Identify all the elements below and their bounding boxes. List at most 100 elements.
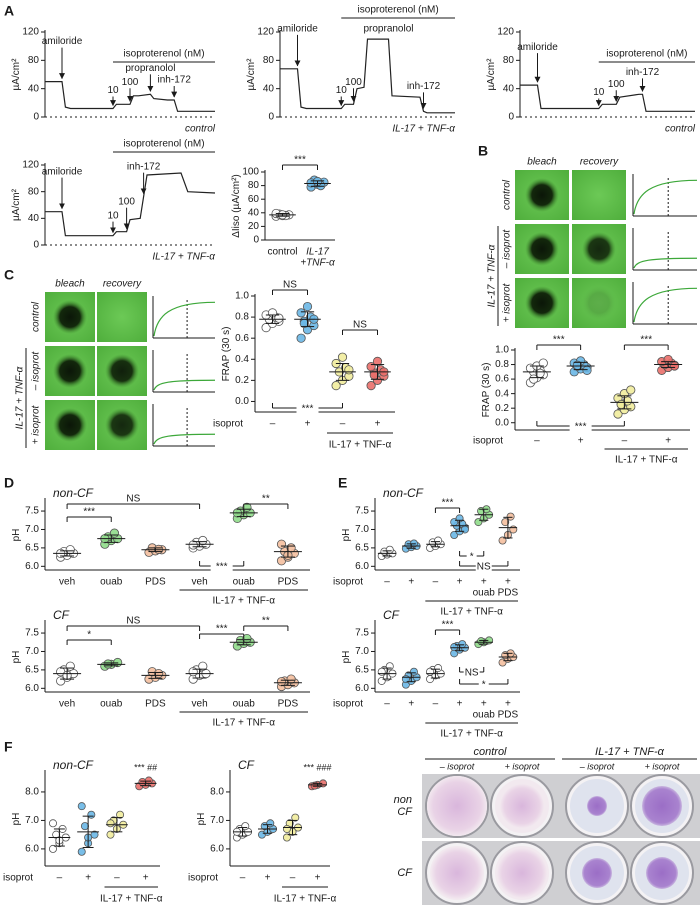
mucus-stain [587,796,607,816]
row-label: – isoprot [502,229,513,270]
current-trace [280,38,455,114]
row-label: non [394,794,412,806]
x-tick-label: + [578,436,584,447]
data-point [138,777,147,786]
bleach-spot [53,408,87,442]
row-label: isoprot [213,419,243,430]
data-point [331,381,341,391]
significance: NS [126,494,140,505]
x-tick-label: ouab [100,699,123,710]
significance: NS [477,562,491,573]
sig-label-bg [466,551,477,561]
bleach-spot [582,286,616,320]
micrograph [572,170,626,220]
treatment-label: isoproterenol (nM) [123,49,204,60]
x-tick-label: + [315,873,321,884]
data-point [498,536,507,545]
data-point [282,833,291,842]
bleach-spot [53,300,87,334]
x-tick-label: + [481,699,487,710]
data-point [377,667,386,676]
annotation: amiloride [277,23,318,34]
y-tick-label: 8.0 [210,787,224,798]
y-tick-label: 0.0 [495,417,509,428]
data-point [291,813,300,822]
x-sublabel: ouab [473,710,496,721]
data-point [538,358,548,368]
y-tick-label: 6.0 [25,561,39,572]
annotation: inh-172 [127,161,161,172]
row-label: control [31,301,42,332]
y-tick-label: 0.4 [235,354,249,365]
y-axis-label: FRAP (30 s) [481,363,492,418]
x-tick-label: + [481,577,487,588]
data-point [296,333,306,343]
micrograph [97,292,147,342]
panel-label: E [338,475,347,491]
y-tick-label: 7.5 [355,628,369,639]
data-point [337,352,348,362]
y-tick-label: 6.5 [355,543,369,554]
data-point [198,535,208,546]
x-tick-label: + [305,419,311,430]
data-point [144,776,153,785]
sig-label-bg [296,403,319,413]
data-point [669,361,680,371]
y-tick-label: 0.6 [235,333,249,344]
x-tick-label: ouab [233,577,256,588]
column-group: IL-17 + TNF-α [595,746,665,758]
recovery-curve [153,379,216,391]
recovery-curve [153,301,216,337]
data-point [450,531,459,540]
y-axis-label: pH [341,529,352,542]
bleach-spot [105,354,139,388]
current-trace [520,84,695,112]
data-point [276,539,287,549]
group-label: IL-17 + TNF-α [274,894,337,905]
data-point [501,518,510,527]
y-axis-label: FRAP (30 s) [221,327,232,382]
x-tick-label: – [433,699,439,710]
x-tick-label: veh [59,699,75,710]
x-tick-label: PDS [278,577,299,588]
x-tick-label: PDS [145,699,166,710]
annotation: amiloride [42,36,83,47]
y-axis-label: pH [11,529,22,542]
annotation: 10 [107,85,119,96]
mucus-stain [497,848,547,898]
y-tick-label: 80 [248,180,260,191]
significance: *** [302,404,314,415]
panel-label: A [4,3,14,19]
y-tick-label: 6.0 [355,561,369,572]
row-label: + isoprot [31,404,42,444]
group-label: IL-17 + TNF-α [15,366,26,429]
row-label: CF [397,806,413,818]
x-tick-label: PDS [145,577,166,588]
x-tick-label: + [375,419,381,430]
row-label: isoprot [3,873,33,884]
row-label: CF [397,867,413,879]
x-tick-label: – [240,873,246,884]
bleach-spot [582,232,616,266]
data-point [77,802,86,811]
x-sublabel: ouab [473,588,496,599]
mucus-stain [582,858,612,888]
x-tick-label: – [270,419,276,430]
x-tick-label: – [384,699,390,710]
treatment-label: isoproterenol (nM) [606,49,687,60]
significance: * [482,680,486,691]
x-tick-label: + [265,873,271,884]
group-label: IL-17 + TNF-α [615,455,678,466]
significance: NS [126,616,140,627]
panel-label: B [478,143,488,159]
data-point [409,667,418,676]
y-tick-label: 0 [33,240,39,251]
y-tick-label: 100 [242,167,259,178]
y-tick-label: 6.5 [355,665,369,676]
y-tick-label: 0.0 [235,396,249,407]
x-tick-label: + [408,577,414,588]
y-tick-label: 0 [33,112,39,123]
recovery-curve [633,179,698,215]
bleach-spot [53,354,87,388]
y-tick-label: 6.5 [25,665,39,676]
